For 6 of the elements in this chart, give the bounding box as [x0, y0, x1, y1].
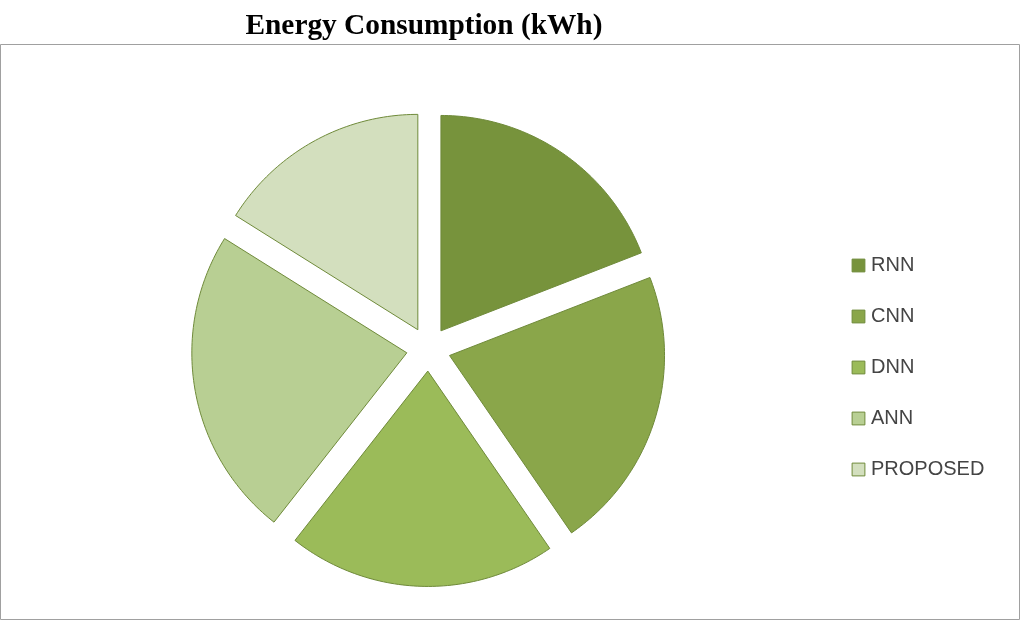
- legend-label: ANN: [871, 406, 914, 429]
- legend-label: PROPOSED: [871, 457, 985, 480]
- legend-label: DNN: [871, 355, 915, 378]
- legend-label: CNN: [871, 304, 915, 327]
- legend-label: RNN: [871, 253, 915, 276]
- chart-title: Energy Consumption (kWh): [245, 7, 603, 41]
